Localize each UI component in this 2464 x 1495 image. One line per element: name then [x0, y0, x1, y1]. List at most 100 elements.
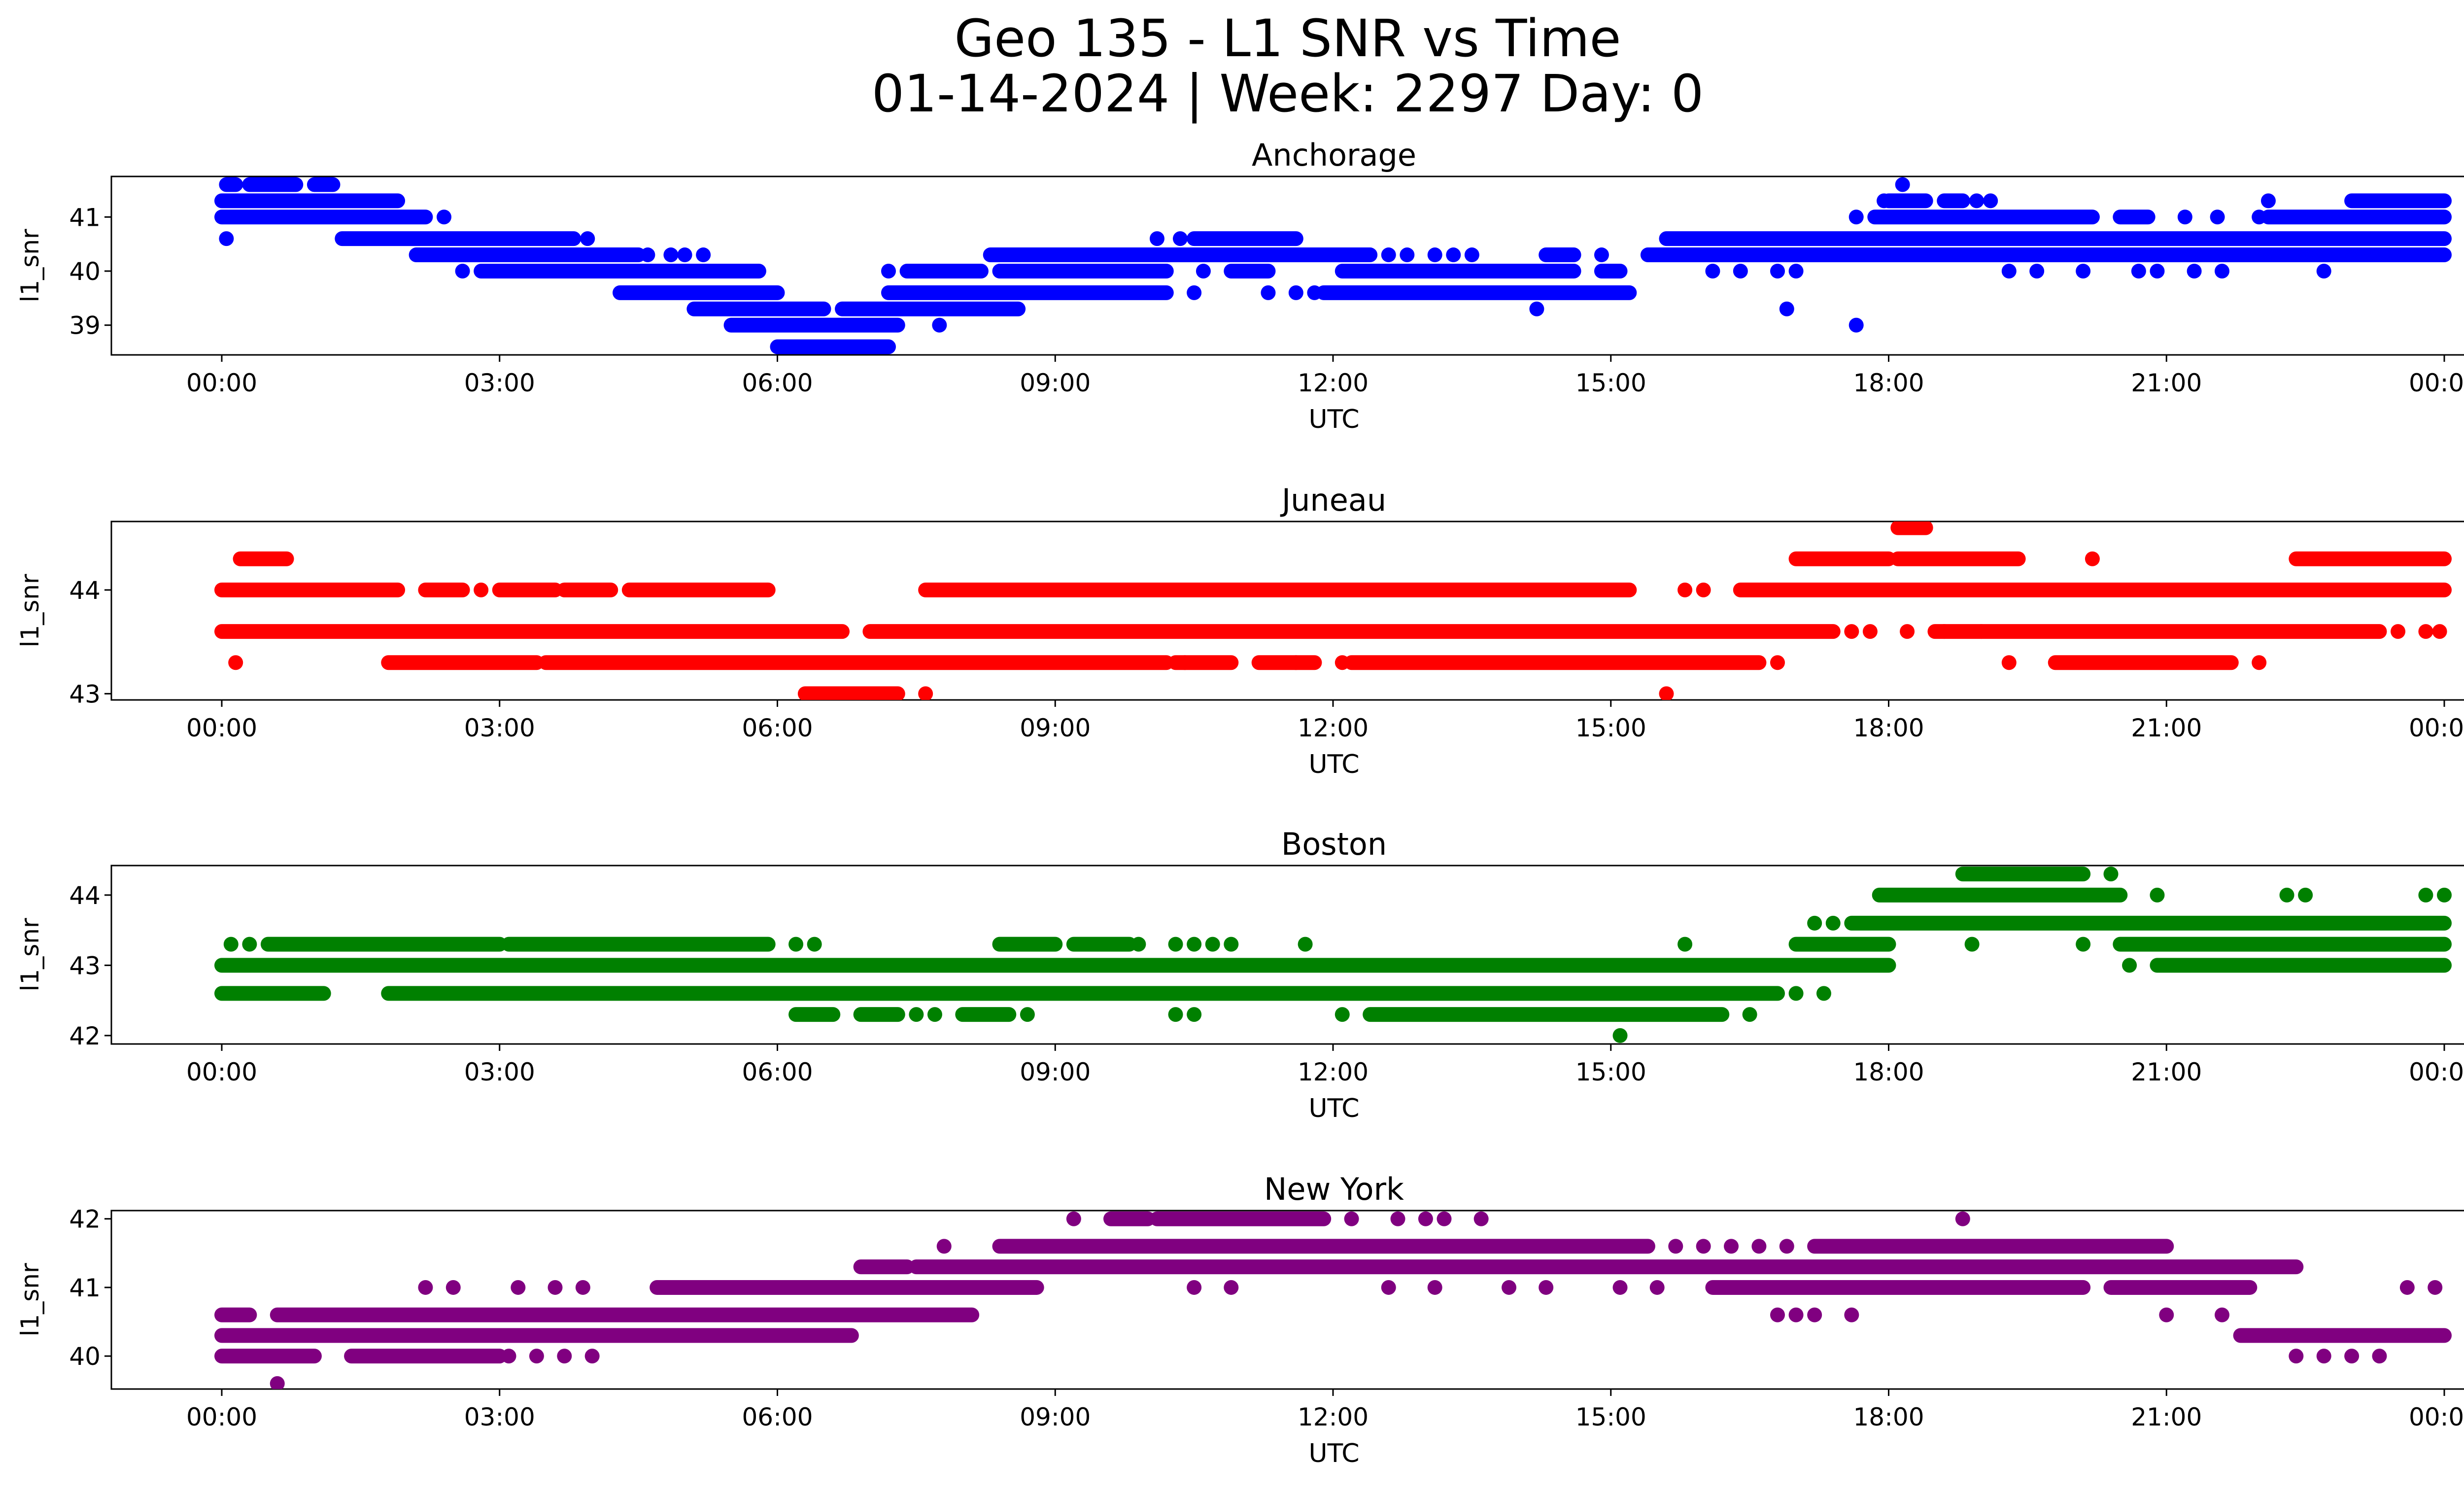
- x-tick-label: 00:00: [2409, 714, 2464, 742]
- x-tick-label: 18:00: [1853, 714, 1924, 742]
- x-tick-label: 21:00: [2131, 1403, 2202, 1431]
- data-point: [501, 1349, 516, 1364]
- data-point: [1131, 937, 1146, 952]
- data-point: [1381, 247, 1396, 263]
- data-point: [2085, 551, 2100, 566]
- data-point: [1955, 1211, 1970, 1226]
- data-point: [1705, 263, 1720, 278]
- data-point: [1464, 247, 1479, 263]
- data-point: [2289, 1349, 2304, 1364]
- data-point: [1344, 1211, 1359, 1226]
- data-point: [455, 263, 470, 278]
- data-point: [1437, 1211, 1452, 1226]
- x-tick-label: 00:00: [2409, 369, 2464, 397]
- data-point: [1502, 1280, 1517, 1295]
- panel-title: Juneau: [1280, 482, 1386, 518]
- data-point: [1751, 1239, 1767, 1254]
- x-tick-label: 18:00: [1853, 369, 1924, 397]
- data-series: [214, 522, 2452, 700]
- data-point: [1539, 1280, 1554, 1295]
- x-tick-label: 21:00: [2131, 1058, 2202, 1086]
- data-point: [548, 1280, 563, 1295]
- data-point: [1066, 1211, 1081, 1226]
- data-point: [2150, 887, 2165, 903]
- data-point: [2344, 1349, 2360, 1364]
- x-tick-label: 21:00: [2131, 714, 2202, 742]
- data-point: [2187, 263, 2202, 278]
- data-point: [1261, 285, 1276, 300]
- data-point: [1677, 582, 1693, 597]
- panel-title: Boston: [1281, 826, 1387, 862]
- data-point: [1649, 1280, 1665, 1295]
- panel-title: New York: [1264, 1171, 1404, 1207]
- data-point: [2432, 624, 2447, 639]
- y-tick-label: 39: [69, 312, 101, 340]
- data-point: [927, 1007, 942, 1022]
- data-point: [1770, 1307, 1785, 1322]
- data-point: [1696, 1239, 1711, 1254]
- data-point: [1770, 263, 1785, 278]
- data-point: [2372, 1349, 2387, 1364]
- data-point: [1446, 247, 1461, 263]
- data-point: [1427, 247, 1442, 263]
- y-tick-label: 42: [69, 1205, 101, 1234]
- data-point: [1149, 231, 1164, 246]
- x-tick-label: 00:00: [2409, 1058, 2464, 1086]
- y-tick-label: 41: [69, 1274, 101, 1302]
- data-point: [1770, 655, 1785, 670]
- data-point: [1696, 582, 1711, 597]
- data-point: [1807, 915, 1822, 931]
- data-point: [2076, 263, 2091, 278]
- data-point: [909, 1007, 924, 1022]
- data-point: [1659, 686, 1674, 700]
- y-tick-label: 41: [69, 203, 101, 232]
- figure-title-line2: 01-14-2024 | Week: 2297 Day: 0: [871, 64, 1704, 124]
- data-point: [2215, 263, 2229, 278]
- x-tick-label: 00:00: [186, 714, 257, 742]
- data-point: [1848, 209, 1864, 225]
- data-point: [1172, 231, 1188, 246]
- y-tick-label: 43: [69, 951, 101, 980]
- x-tick-label: 06:00: [742, 1403, 813, 1431]
- data-point: [2103, 867, 2119, 882]
- x-tick-label: 06:00: [742, 369, 813, 397]
- x-tick-label: 09:00: [1020, 714, 1091, 742]
- data-point: [1187, 285, 1202, 300]
- data-series: [214, 867, 2452, 1043]
- y-tick-label: 44: [69, 881, 101, 910]
- x-axis-label: UTC: [1308, 405, 1359, 434]
- data-point: [580, 231, 595, 246]
- data-point: [228, 655, 243, 670]
- data-point: [418, 1280, 433, 1295]
- x-tick-label: 06:00: [742, 714, 813, 742]
- data-point: [1473, 1211, 1489, 1226]
- data-point: [1168, 1007, 1183, 1022]
- plot-area-frame: [110, 175, 2464, 356]
- data-point: [1668, 1239, 1683, 1254]
- chart-panel-juneau: Juneau 00:00 03:00 06:00 09:00 12:00 15:00 18:0…: [16, 482, 2464, 779]
- x-tick-label: 00:00: [186, 369, 257, 397]
- data-point: [1288, 285, 1303, 300]
- y-axis-label: l1_snr: [16, 1263, 44, 1336]
- data-point: [2029, 263, 2045, 278]
- data-point: [2122, 958, 2137, 973]
- data-point: [575, 1280, 590, 1295]
- x-tick-label: 12:00: [1298, 714, 1369, 742]
- data-point: [1418, 1211, 1433, 1226]
- x-tick-label: 12:00: [1298, 1058, 1369, 1086]
- data-point: [807, 937, 822, 952]
- data-point: [1779, 301, 1794, 316]
- x-axis-label: UTC: [1308, 750, 1359, 779]
- data-point: [1612, 1280, 1628, 1295]
- x-tick-label: 15:00: [1575, 1403, 1646, 1431]
- data-point: [1677, 937, 1693, 952]
- chart-panel-boston: Boston 00:00 03:00 06:00 09:00 12:00 15:00 18:0…: [16, 826, 2464, 1123]
- x-axis-label: UTC: [1308, 1094, 1359, 1123]
- y-axis-label: l1_snr: [16, 918, 44, 991]
- x-tick-label: 09:00: [1020, 369, 1091, 397]
- data-point: [1187, 1280, 1202, 1295]
- data-point: [1390, 1211, 1405, 1226]
- data-point: [696, 247, 711, 263]
- data-point: [1187, 937, 1202, 952]
